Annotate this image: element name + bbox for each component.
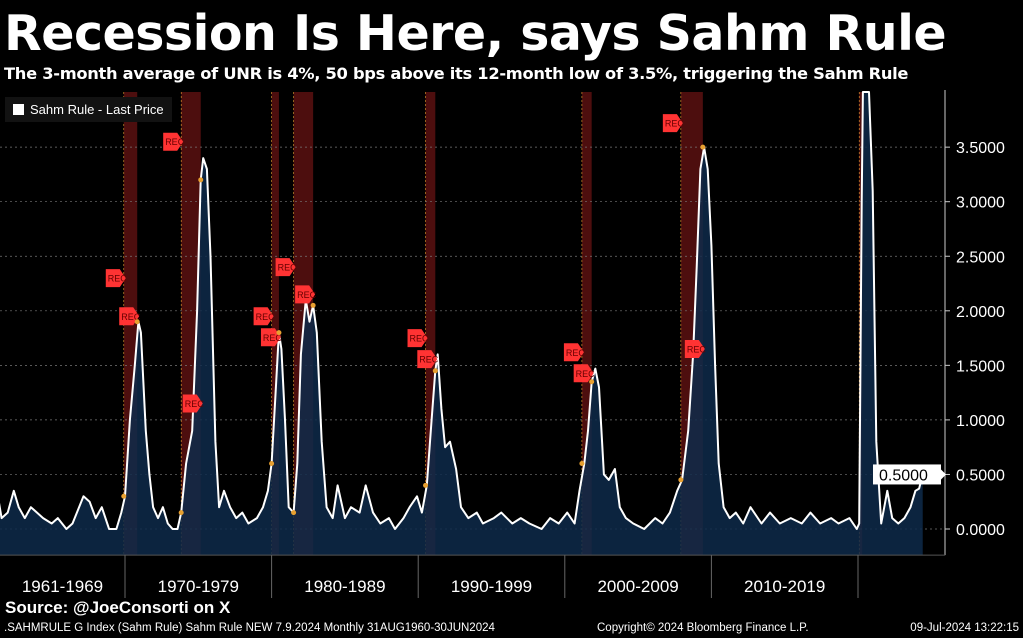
- rec-flag-shape: [253, 307, 274, 326]
- rec-flag-label: REC: [165, 137, 185, 147]
- rec-flag-label: REC: [297, 290, 317, 300]
- rec-marker: [423, 482, 429, 488]
- rec-flag: REC: [163, 132, 185, 151]
- y-tick-label: 2.0000: [956, 304, 1005, 321]
- recession-band: [581, 92, 592, 556]
- y-tick-label: 3.5000: [956, 140, 1005, 157]
- rec-marker: [198, 177, 204, 183]
- rec-flag: REC: [662, 114, 685, 133]
- rec-flag-shape: [407, 329, 428, 348]
- y-tick-label: 0.0000: [956, 522, 1005, 539]
- rec-marker: [178, 510, 184, 516]
- rec-marker: [432, 368, 438, 374]
- y-tick-label: 3.0000: [956, 195, 1005, 212]
- rec-marker: [121, 493, 127, 499]
- rec-marker: [269, 461, 275, 467]
- rec-flag: REC: [182, 394, 205, 413]
- last-price-pointer: [941, 469, 946, 480]
- rec-flag: REC: [417, 350, 439, 369]
- rec-flag-shape: [105, 269, 126, 288]
- rec-marker: [291, 510, 297, 516]
- rec-flag-label: REC: [665, 119, 685, 129]
- rec-flag-label: REC: [410, 334, 430, 344]
- rec-flag-label: REC: [263, 333, 283, 343]
- rec-flag-label: REC: [576, 369, 596, 379]
- rec-flag-shape: [295, 285, 316, 304]
- x-tick-label: 1970-1979: [158, 577, 239, 596]
- last-price-box: [873, 464, 941, 485]
- x-tick-label: 1980-1989: [304, 577, 385, 596]
- legend-label: Sahm Rule - Last Price: [30, 102, 164, 117]
- rec-flag-label: REC: [121, 312, 141, 322]
- footer-timestamp: 09-Jul-2024 13:22:15: [910, 622, 1019, 634]
- rec-flag: REC: [253, 307, 276, 326]
- x-tick-label: 2010-2019: [744, 577, 825, 596]
- rec-flag-shape: [563, 343, 584, 362]
- rec-flag-label: REC: [687, 344, 707, 354]
- rec-flag-shape: [684, 339, 705, 358]
- series-line: [0, 91, 924, 530]
- rec-marker: [678, 477, 684, 483]
- rec-flag-shape: [260, 328, 281, 347]
- source-note: Source: @JoeConsorti on X: [5, 598, 231, 617]
- footer-index: .SAHMRULE G Index (Sahm Rule) Sahm Rule …: [4, 622, 495, 634]
- rec-flag-shape: [275, 258, 296, 277]
- x-tick-label: 2000-2009: [597, 577, 678, 596]
- rec-flag-label: REC: [185, 399, 205, 409]
- rec-flag-shape: [573, 364, 594, 383]
- rec-marker: [579, 461, 585, 467]
- rec-flag: REC: [260, 328, 283, 347]
- rec-flag-label: REC: [419, 355, 439, 365]
- chart-title: Recession Is Here, says Sahm Rule: [4, 5, 947, 62]
- footer-copyright: Copyright© 2024 Bloomberg Finance L.P.: [597, 622, 809, 634]
- rec-marker: [134, 319, 140, 325]
- x-tick-label: 1961-1969: [22, 577, 103, 596]
- rec-flag-shape: [119, 307, 140, 326]
- rec-flag-shape: [163, 132, 184, 151]
- y-tick-label: 1.5000: [956, 358, 1005, 375]
- rec-marker: [700, 144, 706, 150]
- rec-flag-shape: [417, 350, 438, 369]
- rec-flag: REC: [119, 307, 141, 326]
- rec-flag-shape: [182, 394, 203, 413]
- legend: Sahm Rule - Last Price: [5, 97, 172, 122]
- x-tick-label: 1990-1999: [451, 577, 532, 596]
- series-area: [0, 92, 923, 556]
- rec-flag-label: REC: [278, 263, 298, 273]
- sahm-rule-chart: 0.0000 0.5000 1.0000 1.5000 2.0000 2.5000 3.00…: [0, 90, 1005, 598]
- last-price-label: 0.5000: [879, 467, 928, 484]
- rec-flag-label: REC: [256, 312, 276, 322]
- rec-marker: [310, 302, 316, 308]
- rec-flag: REC: [563, 343, 586, 362]
- rec-flag-label: REC: [108, 274, 128, 284]
- rec-flag: REC: [407, 329, 430, 348]
- rec-marker: [589, 379, 595, 385]
- recession-band: [271, 92, 279, 556]
- rec-flag-shape: [662, 114, 683, 133]
- rec-flag: REC: [684, 339, 707, 358]
- legend-swatch: [13, 104, 24, 115]
- y-tick-label: 0.5000: [956, 467, 1005, 484]
- rec-flag: REC: [105, 269, 128, 288]
- rec-flag: REC: [573, 364, 596, 383]
- rec-flag: REC: [295, 285, 317, 304]
- rec-flag: REC: [275, 258, 298, 277]
- recession-band: [425, 92, 436, 556]
- y-tick-label: 2.5000: [956, 249, 1005, 266]
- chart-subtitle: The 3-month average of UNR is 4%, 50 bps…: [4, 64, 909, 83]
- rec-marker: [276, 330, 282, 336]
- rec-flag-label: REC: [566, 348, 586, 358]
- y-tick-label: 1.0000: [956, 413, 1005, 430]
